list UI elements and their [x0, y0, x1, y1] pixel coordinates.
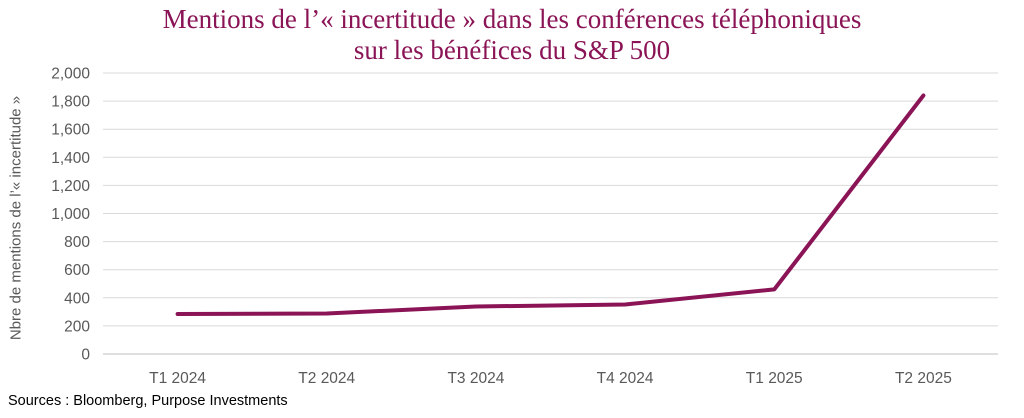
x-tick-label: T2 2025 — [895, 370, 952, 387]
series-line — [175, 93, 926, 316]
y-tick-label: 600 — [64, 262, 90, 279]
y-axis-ticks: 0 200 400 600 800 1,000 1,200 1,400 1,600 1,800 2,… — [51, 66, 90, 364]
y-tick-label: 400 — [64, 290, 90, 307]
chart-title: Mentions de l’« incertitude » dans les c… — [0, 4, 1024, 66]
series-lines — [175, 93, 926, 316]
chart-title-line-1: Mentions de l’« incertitude » dans les c… — [162, 4, 862, 34]
x-tick-label: T3 2024 — [447, 370, 504, 387]
source-note: Sources : Bloomberg, Purpose Investments — [8, 393, 288, 409]
x-tick-label: T1 2024 — [149, 370, 206, 387]
y-tick-label: 1,000 — [51, 206, 90, 223]
gridlines — [103, 72, 998, 355]
x-tick-label: T4 2024 — [597, 370, 654, 387]
y-tick-label: 2,000 — [51, 66, 90, 83]
y-tick-label: 0 — [81, 347, 90, 364]
x-tick-label: T1 2025 — [746, 370, 803, 387]
x-tick-label: T2 2024 — [298, 370, 355, 387]
y-tick-label: 1,400 — [51, 150, 90, 167]
chart-title-line-2: sur les bénéfices du S&P 500 — [353, 35, 671, 65]
y-tick-label: 1,600 — [51, 122, 90, 139]
y-tick-label: 1,800 — [51, 94, 90, 111]
y-tick-label: 800 — [64, 234, 90, 251]
y-tick-label: 1,200 — [51, 178, 90, 195]
x-axis-ticks: T1 2024 T2 2024 T3 2024 T4 2024 T1 2025 T2 20… — [149, 370, 952, 387]
y-tick-label: 200 — [64, 318, 90, 335]
